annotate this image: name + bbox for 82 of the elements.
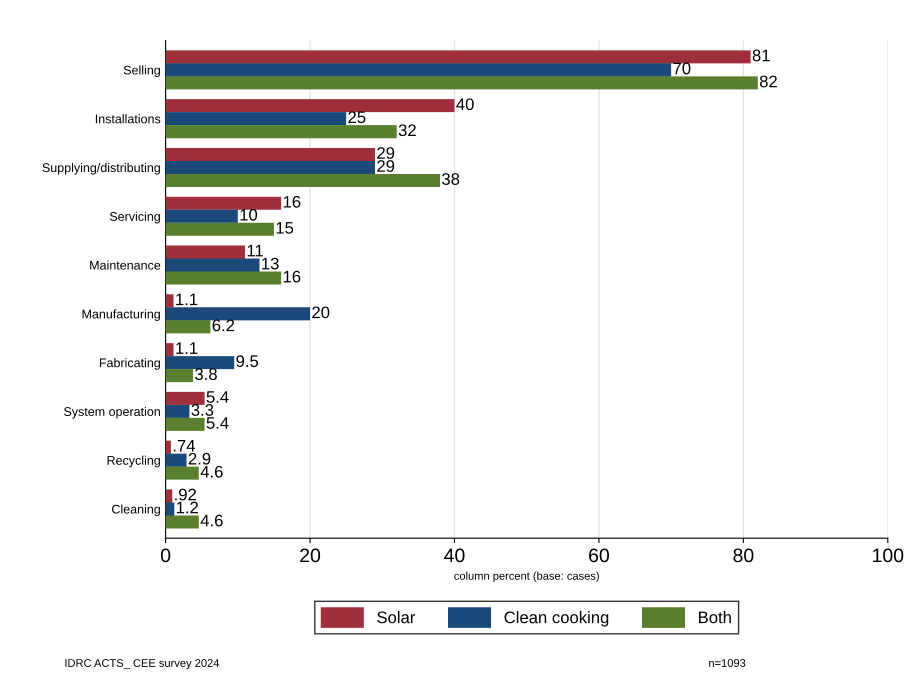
bar	[166, 418, 205, 431]
data-label: 5.4	[206, 391, 229, 403]
data-label: 38	[442, 173, 460, 185]
y-tick-label: System operation	[64, 406, 160, 418]
bar	[166, 369, 194, 382]
bar	[166, 258, 260, 272]
x-tick-label: 100	[873, 548, 904, 562]
data-label: 15	[276, 222, 294, 234]
data-label: 5.4	[206, 417, 229, 429]
data-label: 9.5	[236, 355, 258, 368]
bar	[166, 294, 174, 308]
bar	[166, 392, 205, 405]
bar	[166, 246, 246, 259]
bar	[166, 76, 758, 90]
data-label: 32	[398, 124, 416, 136]
data-label: 81	[752, 50, 770, 62]
text: n=1093	[709, 659, 746, 667]
y-tick-label: Manufacturing	[82, 309, 160, 321]
bar	[166, 112, 346, 126]
data-label: 16	[284, 270, 300, 283]
data-label: 10	[240, 208, 258, 221]
data-label: 3.3	[191, 404, 214, 416]
y-tick-label: Cleaning	[112, 504, 160, 516]
bar	[166, 50, 751, 64]
legend-label: Both	[699, 611, 731, 624]
text: IDRC ACTS_ CEE survey 2024	[65, 659, 220, 670]
y-tick-label: Maintenance	[90, 260, 160, 270]
y-tick-label: Fabricating	[100, 358, 160, 370]
bar	[166, 125, 397, 138]
bar	[166, 343, 174, 356]
x-tick-label: 60	[589, 548, 609, 562]
bar	[166, 63, 672, 76]
legend-label: Clean cooking	[504, 611, 608, 627]
data-label: 16	[284, 196, 300, 208]
data-label: 2.9	[188, 452, 210, 465]
data-label: 1.2	[176, 502, 198, 514]
data-label: 4.6	[200, 514, 223, 526]
bar	[166, 320, 210, 334]
bar	[166, 515, 199, 528]
data-label: .74	[174, 440, 196, 452]
data-label: 13	[262, 258, 279, 270]
y-tick-label: Selling	[124, 65, 160, 78]
x-tick-label: 0	[160, 548, 170, 562]
data-label: 11	[248, 244, 263, 256]
bar	[166, 272, 282, 285]
bar	[166, 99, 454, 112]
bar	[166, 222, 274, 236]
bar	[166, 404, 190, 418]
bar	[166, 160, 376, 174]
data-label: 1.1	[176, 342, 198, 354]
bar	[166, 148, 376, 161]
data-label: 6.2	[212, 319, 234, 332]
bar	[166, 454, 187, 467]
data-label: 82	[760, 76, 777, 88]
y-tick-label: Recycling	[108, 456, 160, 468]
bar	[166, 466, 199, 480]
data-label: 29	[377, 147, 394, 159]
bar	[166, 307, 310, 320]
bar	[166, 210, 238, 223]
x-tick-label: 80	[733, 548, 754, 562]
bar	[166, 502, 174, 516]
y-tick-label: Servicing	[110, 212, 160, 224]
data-label: .92	[175, 488, 196, 500]
data-label: 70	[673, 62, 690, 74]
data-label: 20	[312, 306, 330, 318]
data-label: 25	[348, 111, 366, 124]
data-label: 40	[456, 98, 474, 110]
data-label: 3.8	[195, 368, 217, 380]
x-axis-title: column percent (base: cases)	[454, 572, 599, 582]
data-label: 4.6	[200, 466, 223, 478]
legend-label: Solar	[377, 611, 416, 624]
data-label: 1.1	[176, 294, 198, 306]
x-tick-label: 40	[444, 548, 465, 562]
bar	[166, 489, 172, 502]
data-label: 29	[377, 160, 394, 172]
x-tick-label: 20	[300, 548, 320, 562]
y-tick-label: Installations	[96, 114, 160, 124]
bar	[166, 174, 440, 187]
bar	[166, 196, 282, 210]
y-tick-label: Supplying/distributing	[42, 162, 160, 175]
bar	[166, 356, 234, 370]
bar	[166, 440, 171, 454]
